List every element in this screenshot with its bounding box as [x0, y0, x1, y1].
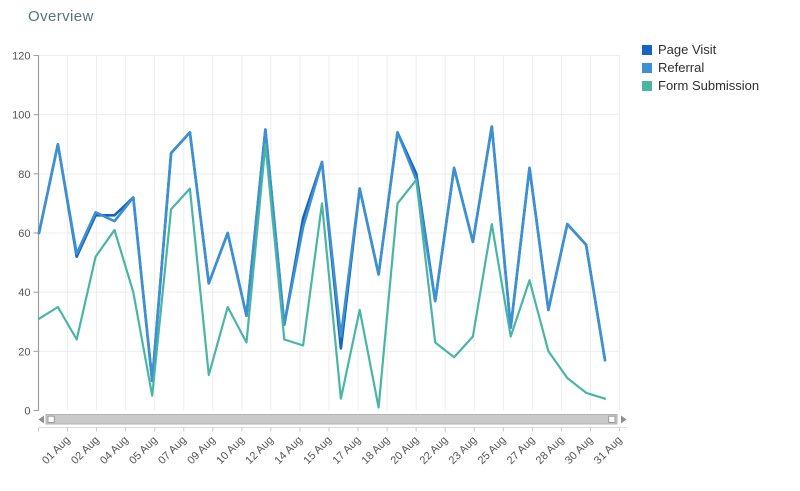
x-tick-label: 20 Aug — [389, 434, 422, 467]
x-tick-label: 01 Aug — [40, 434, 73, 467]
x-tick-label: 17 Aug — [330, 434, 363, 467]
legend-swatch-page-visit-icon — [642, 45, 652, 55]
x-tick-label: 25 Aug — [476, 434, 509, 467]
x-tick-label: 12 Aug — [243, 434, 276, 467]
x-tick-label: 02 Aug — [69, 434, 102, 467]
legend-swatch-referral-icon — [642, 63, 652, 73]
x-tick-label: 18 Aug — [360, 434, 393, 467]
x-tick-label: 10 Aug — [214, 434, 247, 467]
series-line-referral — [37, 125, 607, 383]
y-tick-label: 120 — [12, 51, 30, 63]
legend-item-referral[interactable]: Referral — [642, 60, 759, 75]
x-tick-label: 30 Aug — [563, 434, 596, 467]
scrollbar-left-arrow-icon[interactable] — [38, 415, 45, 424]
x-tick-label: 31 Aug — [592, 434, 625, 467]
y-tick-label: 80 — [18, 169, 30, 181]
legend-label-form-submission: Form Submission — [658, 78, 760, 93]
x-tick-label: 04 Aug — [98, 434, 131, 467]
scrollbar-handle-right[interactable] — [608, 415, 616, 424]
chart-title: Overview — [28, 8, 94, 25]
y-tick-label: 20 — [18, 346, 30, 358]
legend: Page Visit Referral Form Submission — [642, 42, 760, 93]
legend-swatch-form-submission-icon — [642, 81, 652, 91]
scrollbar-right-arrow-icon[interactable] — [621, 415, 627, 424]
y-tick-label: 60 — [18, 228, 30, 240]
legend-label-referral: Referral — [658, 60, 705, 75]
x-tick-label: 23 Aug — [447, 434, 480, 467]
legend-item-form-submission[interactable]: Form Submission — [642, 78, 760, 93]
y-tick-label: 0 — [24, 406, 30, 418]
x-tick-label: 09 Aug — [185, 434, 218, 467]
x-tick-label: 07 Aug — [156, 434, 189, 467]
legend-item-page-visit[interactable]: Page Visit — [642, 42, 759, 57]
scrollbar-handle-left[interactable] — [47, 415, 55, 424]
y-tick-label: 100 — [12, 110, 30, 122]
series-line-form-submission — [37, 143, 607, 409]
x-tick-label: 22 Aug — [418, 434, 451, 467]
y-tick-label: 40 — [18, 287, 30, 299]
x-tick-label: 27 Aug — [505, 434, 538, 467]
legend-label-page-visit: Page Visit — [658, 42, 717, 57]
x-tick-label: 05 Aug — [127, 434, 160, 467]
x-tick-label: 15 Aug — [301, 434, 334, 467]
x-tick-label: 28 Aug — [534, 434, 567, 467]
scrollbar-thumb[interactable] — [45, 414, 618, 425]
x-tick-label: 14 Aug — [272, 434, 305, 467]
